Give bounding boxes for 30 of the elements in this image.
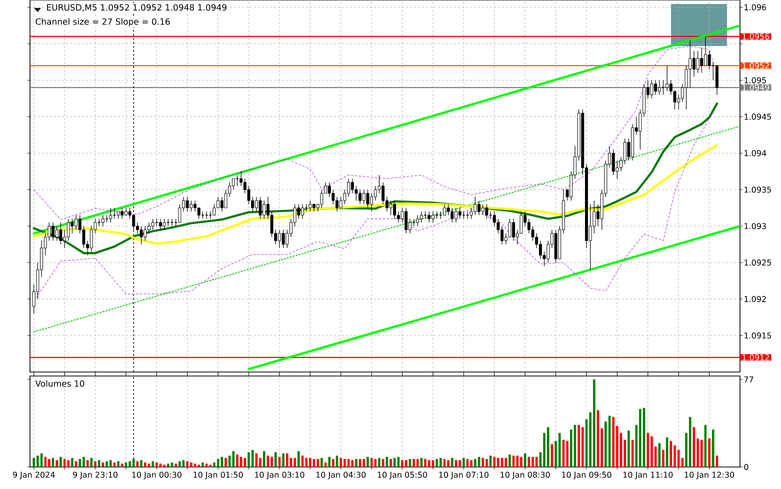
x-tick-label: 9 Jan 2024 xyxy=(12,472,55,480)
y-tick-label: 1.0945 xyxy=(744,114,771,120)
ref-line-label: 1.0956 xyxy=(742,33,770,40)
x-tick-label: 10 Jan 04:30 xyxy=(316,472,366,480)
x-tick-label: 10 Jan 09:50 xyxy=(562,472,612,480)
x-tick-label: 10 Jan 12:30 xyxy=(684,472,734,480)
y-tick-label: 1.093 xyxy=(744,223,766,230)
y-tick-label: 1.092 xyxy=(744,296,766,302)
x-tick-label: 10 Jan 11:10 xyxy=(623,472,673,480)
y-tick-label: 1.094 xyxy=(744,150,766,156)
x-tick-label: 10 Jan 00:30 xyxy=(132,472,182,480)
x-tick-label: 10 Jan 03:10 xyxy=(255,472,304,480)
ref-line-label: 1.0952 xyxy=(742,62,769,69)
y-tick-label: 1.095 xyxy=(744,77,766,84)
ref-line-label: 1.0949 xyxy=(742,84,770,91)
y-tick-label: 0 xyxy=(744,464,748,470)
y-tick-label: 1.0935 xyxy=(744,186,771,193)
x-tick-label: 9 Jan 23:10 xyxy=(72,472,118,480)
y-tick-label: 1.0925 xyxy=(744,260,771,266)
y-tick-label: 1.0915 xyxy=(744,332,771,339)
x-tick-label: 10 Jan 05:50 xyxy=(378,472,428,480)
text: Channel size = 27 Slope = 0.16 xyxy=(36,18,170,26)
ref-line-label: 1.0912 xyxy=(742,354,769,360)
x-tick-label: 10 Jan 01:50 xyxy=(194,472,243,480)
y-tick-label: 77 xyxy=(744,376,754,382)
chart-title: EURUSD,M5 1.0952 1.0952 1.0948 1.0949 xyxy=(47,4,226,12)
x-tick-label: 10 Jan 07:10 xyxy=(439,472,488,480)
y-tick-label: 1.096 xyxy=(744,4,766,10)
x-tick-label: 10 Jan 08:30 xyxy=(500,472,550,480)
chart-title: Volumes 10 xyxy=(35,380,84,387)
